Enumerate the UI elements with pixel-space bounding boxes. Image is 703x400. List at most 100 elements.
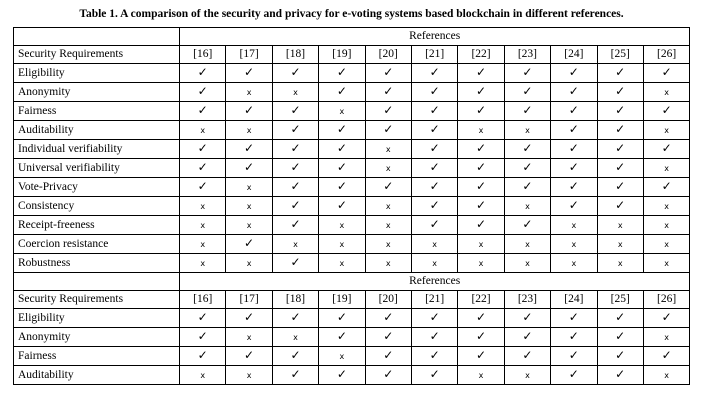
reference-cell: x	[318, 234, 366, 255]
cross-mark-icon: x	[339, 351, 345, 361]
reference-cell: ✓	[550, 196, 598, 217]
reference-cell: ✓	[271, 365, 320, 386]
cross-mark-icon: x	[664, 332, 669, 342]
reference-cell: ✓	[225, 101, 273, 122]
reference-cell: x	[225, 215, 273, 236]
cross-mark-icon: x	[571, 239, 577, 249]
cross-mark-icon: x	[246, 201, 252, 211]
cross-mark-icon: x	[385, 201, 391, 211]
reference-cell: ✓	[457, 101, 505, 122]
check-mark-icon: ✓	[476, 329, 487, 344]
check-mark-icon: ✓	[383, 348, 394, 363]
check-mark-icon: ✓	[568, 348, 579, 363]
table-row: Auditability x x ✓ ✓ ✓ ✓ x x ✓ ✓ x	[13, 365, 691, 386]
reference-cell: ✓	[596, 346, 644, 367]
check-mark-icon: ✓	[244, 160, 255, 175]
check-mark-icon: ✓	[522, 84, 533, 99]
reference-cell: x	[364, 234, 412, 255]
check-mark-icon: ✓	[336, 198, 347, 213]
reference-cell: x	[642, 253, 691, 274]
cross-mark-icon: x	[246, 220, 252, 230]
reference-cell: ✓	[318, 327, 366, 348]
reference-cell: ✓	[596, 63, 644, 84]
cross-mark-icon: x	[664, 220, 669, 230]
cross-mark-icon: x	[664, 201, 669, 211]
check-mark-icon: ✓	[568, 329, 579, 344]
reference-cell: ✓	[410, 196, 459, 217]
cross-mark-icon: x	[664, 87, 669, 97]
check-mark-icon: ✓	[615, 198, 626, 213]
cross-mark-icon: x	[200, 201, 206, 211]
check-mark-icon: ✓	[615, 84, 626, 99]
requirement-label: Anonymity	[13, 327, 180, 348]
check-mark-icon: ✓	[522, 179, 533, 194]
table-row: Coercion resistance x ✓ x x x x x x x x x	[13, 234, 691, 255]
reference-cell: x	[225, 196, 273, 217]
table-row: Universal verifiability ✓ ✓ ✓ ✓ x ✓ ✓ ✓ ✓ ✓ x	[13, 158, 691, 179]
reference-cell: ✓	[364, 101, 412, 122]
reference-label: [26]	[657, 48, 677, 61]
check-mark-icon: ✓	[661, 141, 672, 156]
check-mark-icon: ✓	[336, 65, 347, 80]
reference-cell: ✓	[550, 63, 598, 84]
check-mark-icon: ✓	[615, 310, 626, 325]
check-mark-icon: ✓	[661, 310, 672, 325]
reference-column-header: [20]	[364, 290, 412, 310]
reference-cell: ✓	[364, 120, 412, 141]
table-row: Anonymity ✓ x x ✓ ✓ ✓ ✓ ✓ ✓ ✓ x	[13, 82, 691, 103]
check-mark-icon: ✓	[290, 198, 301, 213]
check-mark-icon: ✓	[383, 103, 394, 118]
reference-label: [18]	[285, 293, 306, 306]
reference-column-header: [26]	[642, 290, 691, 310]
cross-mark-icon: x	[525, 201, 530, 211]
cross-mark-icon: x	[525, 125, 530, 135]
reference-cell: ✓	[410, 139, 459, 160]
reference-cell: x	[642, 215, 691, 236]
check-mark-icon: ✓	[429, 329, 440, 344]
reference-column-header: [24]	[550, 45, 598, 65]
reference-cell: ✓	[550, 308, 598, 329]
check-mark-icon: ✓	[197, 348, 208, 363]
reference-cell: ✓	[178, 346, 227, 367]
requirement-label: Vote-Privacy	[13, 177, 180, 198]
reference-cell: ✓	[271, 196, 320, 217]
table-row: Consistency x x ✓ ✓ x ✓ ✓ x ✓ ✓ x	[13, 196, 691, 217]
reference-label: [21]	[425, 48, 445, 61]
check-mark-icon: ✓	[568, 84, 579, 99]
reference-cell: ✓	[318, 177, 366, 198]
reference-cell: ✓	[550, 120, 598, 141]
cross-mark-icon: x	[246, 87, 252, 97]
reference-cell: x	[642, 234, 691, 255]
reference-cell: x	[178, 234, 227, 255]
table-caption: Table 1. A comparison of the security an…	[79, 8, 624, 20]
check-mark-icon: ✓	[522, 103, 533, 118]
cross-mark-icon: x	[525, 370, 530, 380]
comparison-table-body: References Security Requirements [16] [17][…	[13, 26, 691, 386]
requirement-label: Auditability	[13, 120, 180, 141]
check-mark-icon: ✓	[661, 179, 672, 194]
check-mark-icon: ✓	[290, 65, 301, 80]
check-mark-icon: ✓	[429, 179, 440, 194]
cross-mark-icon: x	[664, 370, 669, 380]
table-row: Fairness ✓ ✓ ✓ x ✓ ✓ ✓ ✓ ✓ ✓ ✓	[13, 101, 691, 122]
reference-cell: ✓	[457, 215, 505, 236]
reference-cell: x	[596, 215, 644, 236]
reference-label: [24]	[564, 293, 584, 306]
reference-cell: ✓	[410, 308, 459, 329]
reference-label: [19]	[332, 293, 352, 306]
reference-cell: x	[457, 234, 505, 255]
check-mark-icon: ✓	[568, 122, 579, 137]
check-mark-icon: ✓	[336, 122, 347, 137]
check-mark-icon: ✓	[383, 122, 394, 137]
reference-cell: ✓	[225, 139, 273, 160]
cross-mark-icon: x	[339, 106, 345, 116]
reference-column-header: [16]	[178, 290, 227, 310]
reference-cell: ✓	[178, 101, 227, 122]
references-group-row: References	[13, 272, 691, 292]
check-mark-icon: ✓	[244, 310, 255, 325]
reference-cell: ✓	[457, 63, 505, 84]
reference-label: [22]	[471, 48, 491, 61]
reference-cell: ✓	[271, 101, 320, 122]
reference-cell: x	[271, 82, 320, 103]
check-mark-icon: ✓	[244, 236, 255, 251]
